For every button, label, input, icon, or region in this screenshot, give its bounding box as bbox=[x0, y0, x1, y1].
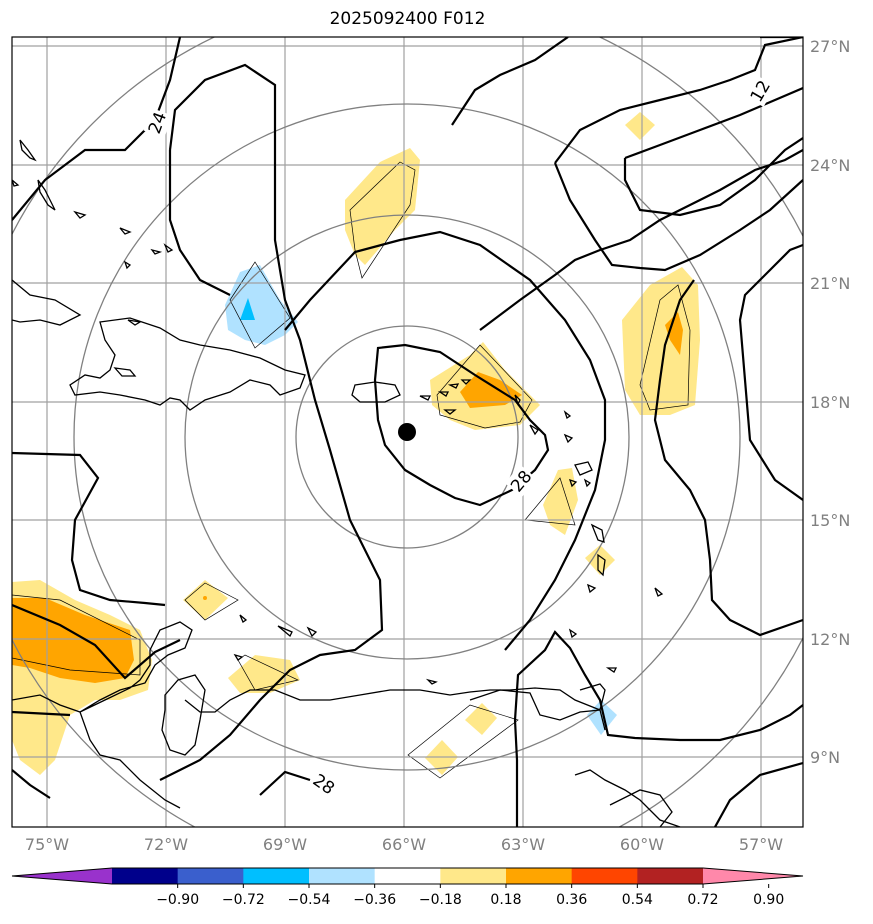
lat-label: 18°N bbox=[810, 393, 850, 412]
positive-core-east bbox=[665, 312, 683, 355]
colorbar: −0.90 −0.72 −0.54 −0.36 −0.18 0.18 0.36 0.54 0.7… bbox=[11, 867, 804, 908]
lon-label: 75°W bbox=[25, 835, 69, 854]
lon-label: 72°W bbox=[144, 835, 188, 854]
colorbar-tick-label: −0.54 bbox=[288, 892, 331, 908]
lon-label: 69°W bbox=[263, 835, 307, 854]
colorbar-segment bbox=[374, 868, 441, 884]
colorbar-segment bbox=[440, 868, 507, 884]
colorbar-tick-label: 0.36 bbox=[556, 892, 587, 908]
latitude-labels: 27°N 24°N 21°N 18°N 15°N 12°N 9°N bbox=[810, 37, 850, 767]
colorbar-tick-label: −0.90 bbox=[156, 892, 199, 908]
colorbar-tick-label: 0.72 bbox=[687, 892, 718, 908]
colorbar-extend-low bbox=[12, 868, 112, 884]
contour-labels: 24 12 28 28 bbox=[143, 75, 776, 800]
positive-anomaly-south bbox=[228, 655, 300, 693]
colorbar-segment bbox=[571, 868, 638, 884]
coastlines bbox=[12, 139, 681, 827]
storm-center-marker bbox=[398, 423, 416, 441]
lon-label: 63°W bbox=[501, 835, 545, 854]
colorbar-segment bbox=[506, 868, 573, 884]
range-rings bbox=[12, 37, 803, 827]
contour-label-28-south: 28 bbox=[309, 770, 338, 799]
contour-label-24: 24 bbox=[145, 109, 171, 136]
colorbar-tick-label: −0.72 bbox=[222, 892, 265, 908]
colorbar-segment bbox=[177, 868, 244, 884]
shaded-field bbox=[12, 112, 700, 779]
colorbar-tick-label: 0.18 bbox=[490, 892, 521, 908]
lat-label: 12°N bbox=[810, 630, 850, 649]
lat-label: 9°N bbox=[810, 748, 840, 767]
lat-label: 24°N bbox=[810, 156, 850, 175]
map-area: 24 12 28 28 bbox=[12, 37, 803, 827]
height-contours bbox=[12, 37, 803, 827]
lat-label: 27°N bbox=[810, 37, 850, 56]
colorbar-segment bbox=[243, 868, 310, 884]
colorbar-tick-label: 0.54 bbox=[622, 892, 653, 908]
colorbar-tick-label: −0.36 bbox=[353, 892, 396, 908]
colorbar-segment bbox=[637, 868, 704, 884]
positive-core-pr bbox=[460, 372, 522, 408]
colorbar-segment bbox=[112, 868, 179, 884]
colorbar-tick-label: −0.18 bbox=[419, 892, 462, 908]
lat-label: 15°N bbox=[810, 511, 850, 530]
longitude-labels: 75°W 72°W 69°W 66°W 63°W 60°W 57°W bbox=[25, 835, 783, 854]
negative-core bbox=[240, 298, 255, 320]
positive-anomaly-north bbox=[345, 148, 420, 265]
positive-anomaly-small bbox=[183, 580, 228, 620]
lat-label: 21°N bbox=[810, 274, 850, 293]
colorbar-extend-high bbox=[703, 868, 803, 884]
lon-label: 66°W bbox=[382, 835, 426, 854]
positive-core-west bbox=[12, 598, 134, 683]
small-islands bbox=[12, 139, 664, 685]
map-frame bbox=[11, 36, 804, 828]
lon-label: 60°W bbox=[620, 835, 664, 854]
colorbar-segment bbox=[309, 868, 376, 884]
colorbar-tick-label: 0.90 bbox=[753, 892, 784, 908]
lon-label: 57°W bbox=[739, 835, 783, 854]
colorbar-outline bbox=[11, 867, 804, 885]
plot-title: 2025092400 F012 bbox=[329, 9, 486, 29]
